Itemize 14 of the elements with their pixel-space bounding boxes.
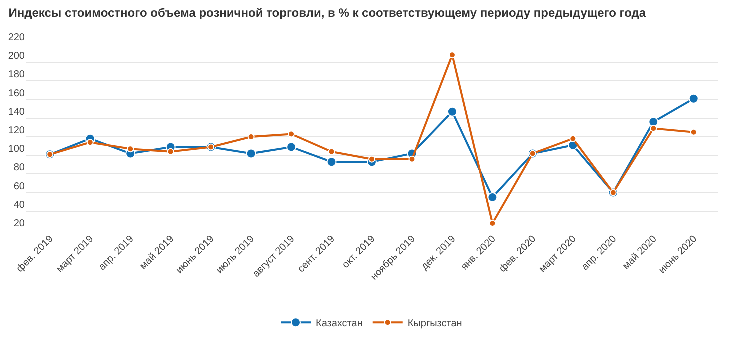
y-tick-label: 160 — [8, 88, 26, 100]
y-tick-label: 80 — [14, 162, 26, 174]
y-tick-label: 20 — [14, 218, 26, 230]
y-tick-label: 200 — [8, 51, 26, 62]
y-tick-label: 220 — [8, 32, 26, 44]
legend-label: Казахстан — [316, 318, 363, 330]
y-tick-label: 120 — [8, 126, 26, 136]
legend-label: Кыргызстан — [408, 318, 462, 330]
y-tick-label: 140 — [8, 106, 26, 118]
chart-title: Индексы стоимостного объема розничной торговли, в % к соответствующему периоду предыдущего года — [8, 6, 646, 20]
y-tick-label: 40 — [14, 200, 26, 211]
y-tick-label: 180 — [8, 70, 26, 81]
y-tick-label: 60 — [14, 181, 26, 192]
y-tick-label: 100 — [8, 144, 26, 156]
